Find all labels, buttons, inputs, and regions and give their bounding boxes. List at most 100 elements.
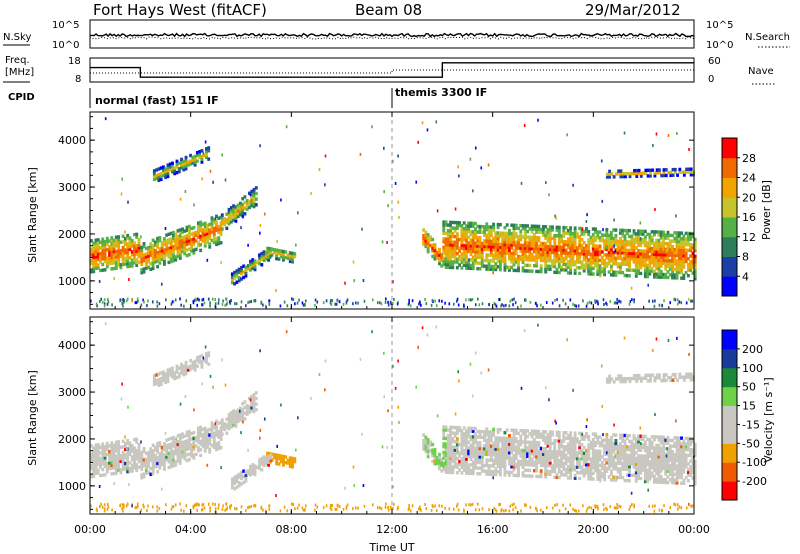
power-cell <box>519 235 523 239</box>
power-cell <box>541 258 545 263</box>
power-cell <box>603 247 607 251</box>
power-cell <box>467 263 471 268</box>
power-cell <box>621 228 625 233</box>
power-cell <box>114 252 118 256</box>
velocity-cell <box>557 430 561 435</box>
power-cell <box>487 230 491 235</box>
power-cell <box>485 247 489 252</box>
velocity-cell <box>184 360 188 365</box>
power-cell <box>96 255 100 259</box>
power-cell <box>693 268 697 273</box>
velocity-cell <box>582 460 586 464</box>
velocity-cell <box>519 434 523 438</box>
velocity-cell <box>166 376 170 381</box>
velocity-cell <box>183 448 187 452</box>
velocity-cell <box>659 446 663 451</box>
velocity-cell <box>560 453 563 457</box>
power-cell <box>196 229 200 234</box>
power-cell <box>596 258 600 262</box>
power-cell <box>164 227 167 231</box>
power-cell <box>178 247 182 252</box>
power-cell <box>680 259 684 263</box>
velocity-cell <box>496 456 500 460</box>
power-cell <box>169 240 173 244</box>
velocity-cell <box>648 443 652 447</box>
velocity-cell <box>564 470 568 474</box>
velocity-cell <box>616 458 620 463</box>
velocity-cell <box>537 452 541 456</box>
velocity-cell <box>517 442 520 447</box>
velocity-cell <box>643 457 647 461</box>
power-cell <box>612 253 616 258</box>
power-cell <box>566 262 570 267</box>
power-cell <box>623 256 627 261</box>
velocity-cell <box>446 470 450 475</box>
power-cell <box>678 170 682 174</box>
velocity-cell <box>181 446 184 450</box>
velocity-cell <box>632 448 636 452</box>
power-cell <box>619 237 622 241</box>
power-cell <box>685 167 689 171</box>
velocity-heatmap-cells <box>90 322 697 513</box>
power-cell <box>178 236 182 241</box>
power-cell <box>335 302 338 306</box>
velocity-cell <box>686 470 690 474</box>
power-cell <box>648 241 652 245</box>
power-cell <box>512 248 516 253</box>
velocity-cell <box>174 463 178 467</box>
velocity-cell <box>438 452 441 457</box>
velocity-cell <box>510 448 514 452</box>
power-cell <box>449 248 452 253</box>
power-cell <box>252 187 256 192</box>
velocity-cell <box>637 448 640 452</box>
power-cell <box>237 270 241 274</box>
power-cell <box>275 289 277 293</box>
power-cell <box>156 236 160 241</box>
velocity-cell <box>489 472 493 477</box>
velocity-cell <box>503 439 507 443</box>
velocity-cell <box>183 456 187 461</box>
velocity-cell <box>176 448 180 452</box>
power-cell <box>232 209 236 214</box>
velocity-cell <box>591 466 595 470</box>
velocity-cell <box>573 476 577 480</box>
velocity-cell <box>251 465 255 470</box>
power-cell <box>637 254 640 259</box>
velocity-cell <box>483 463 486 468</box>
velocity-cell <box>560 458 563 463</box>
power-cell <box>528 258 532 262</box>
power-cell <box>643 249 647 253</box>
velocity-cell <box>167 437 171 441</box>
power-cell <box>352 302 354 306</box>
velocity-cell <box>521 465 525 470</box>
power-cell <box>460 257 464 262</box>
power-cell <box>143 300 145 304</box>
power-cell <box>675 214 677 218</box>
date-label: 29/Mar/2012 <box>585 1 681 19</box>
power-cell <box>662 173 666 178</box>
colorbar-cell <box>722 197 737 218</box>
power-cell <box>691 243 695 247</box>
power-cell <box>560 234 563 238</box>
power-cell <box>566 237 570 241</box>
power-cell <box>553 242 557 246</box>
velocity-cell <box>523 474 527 478</box>
velocity-cell <box>646 468 650 473</box>
velocity-cell <box>137 459 141 464</box>
velocity-cell <box>605 461 609 465</box>
power-cell <box>677 253 681 258</box>
power-cell <box>582 263 586 267</box>
velocity-cell <box>596 460 600 465</box>
power-cell <box>161 165 165 169</box>
power-cell <box>641 252 645 256</box>
velocity-cell <box>639 462 643 467</box>
velocity-cell <box>557 475 561 480</box>
power-cell <box>614 270 618 274</box>
power-cell <box>253 267 257 272</box>
power-cell <box>230 299 232 303</box>
power-cell <box>260 251 264 256</box>
power-cell <box>612 228 616 232</box>
velocity-cell <box>646 457 650 461</box>
power-cell <box>682 242 686 247</box>
velocity-cell <box>200 365 204 369</box>
